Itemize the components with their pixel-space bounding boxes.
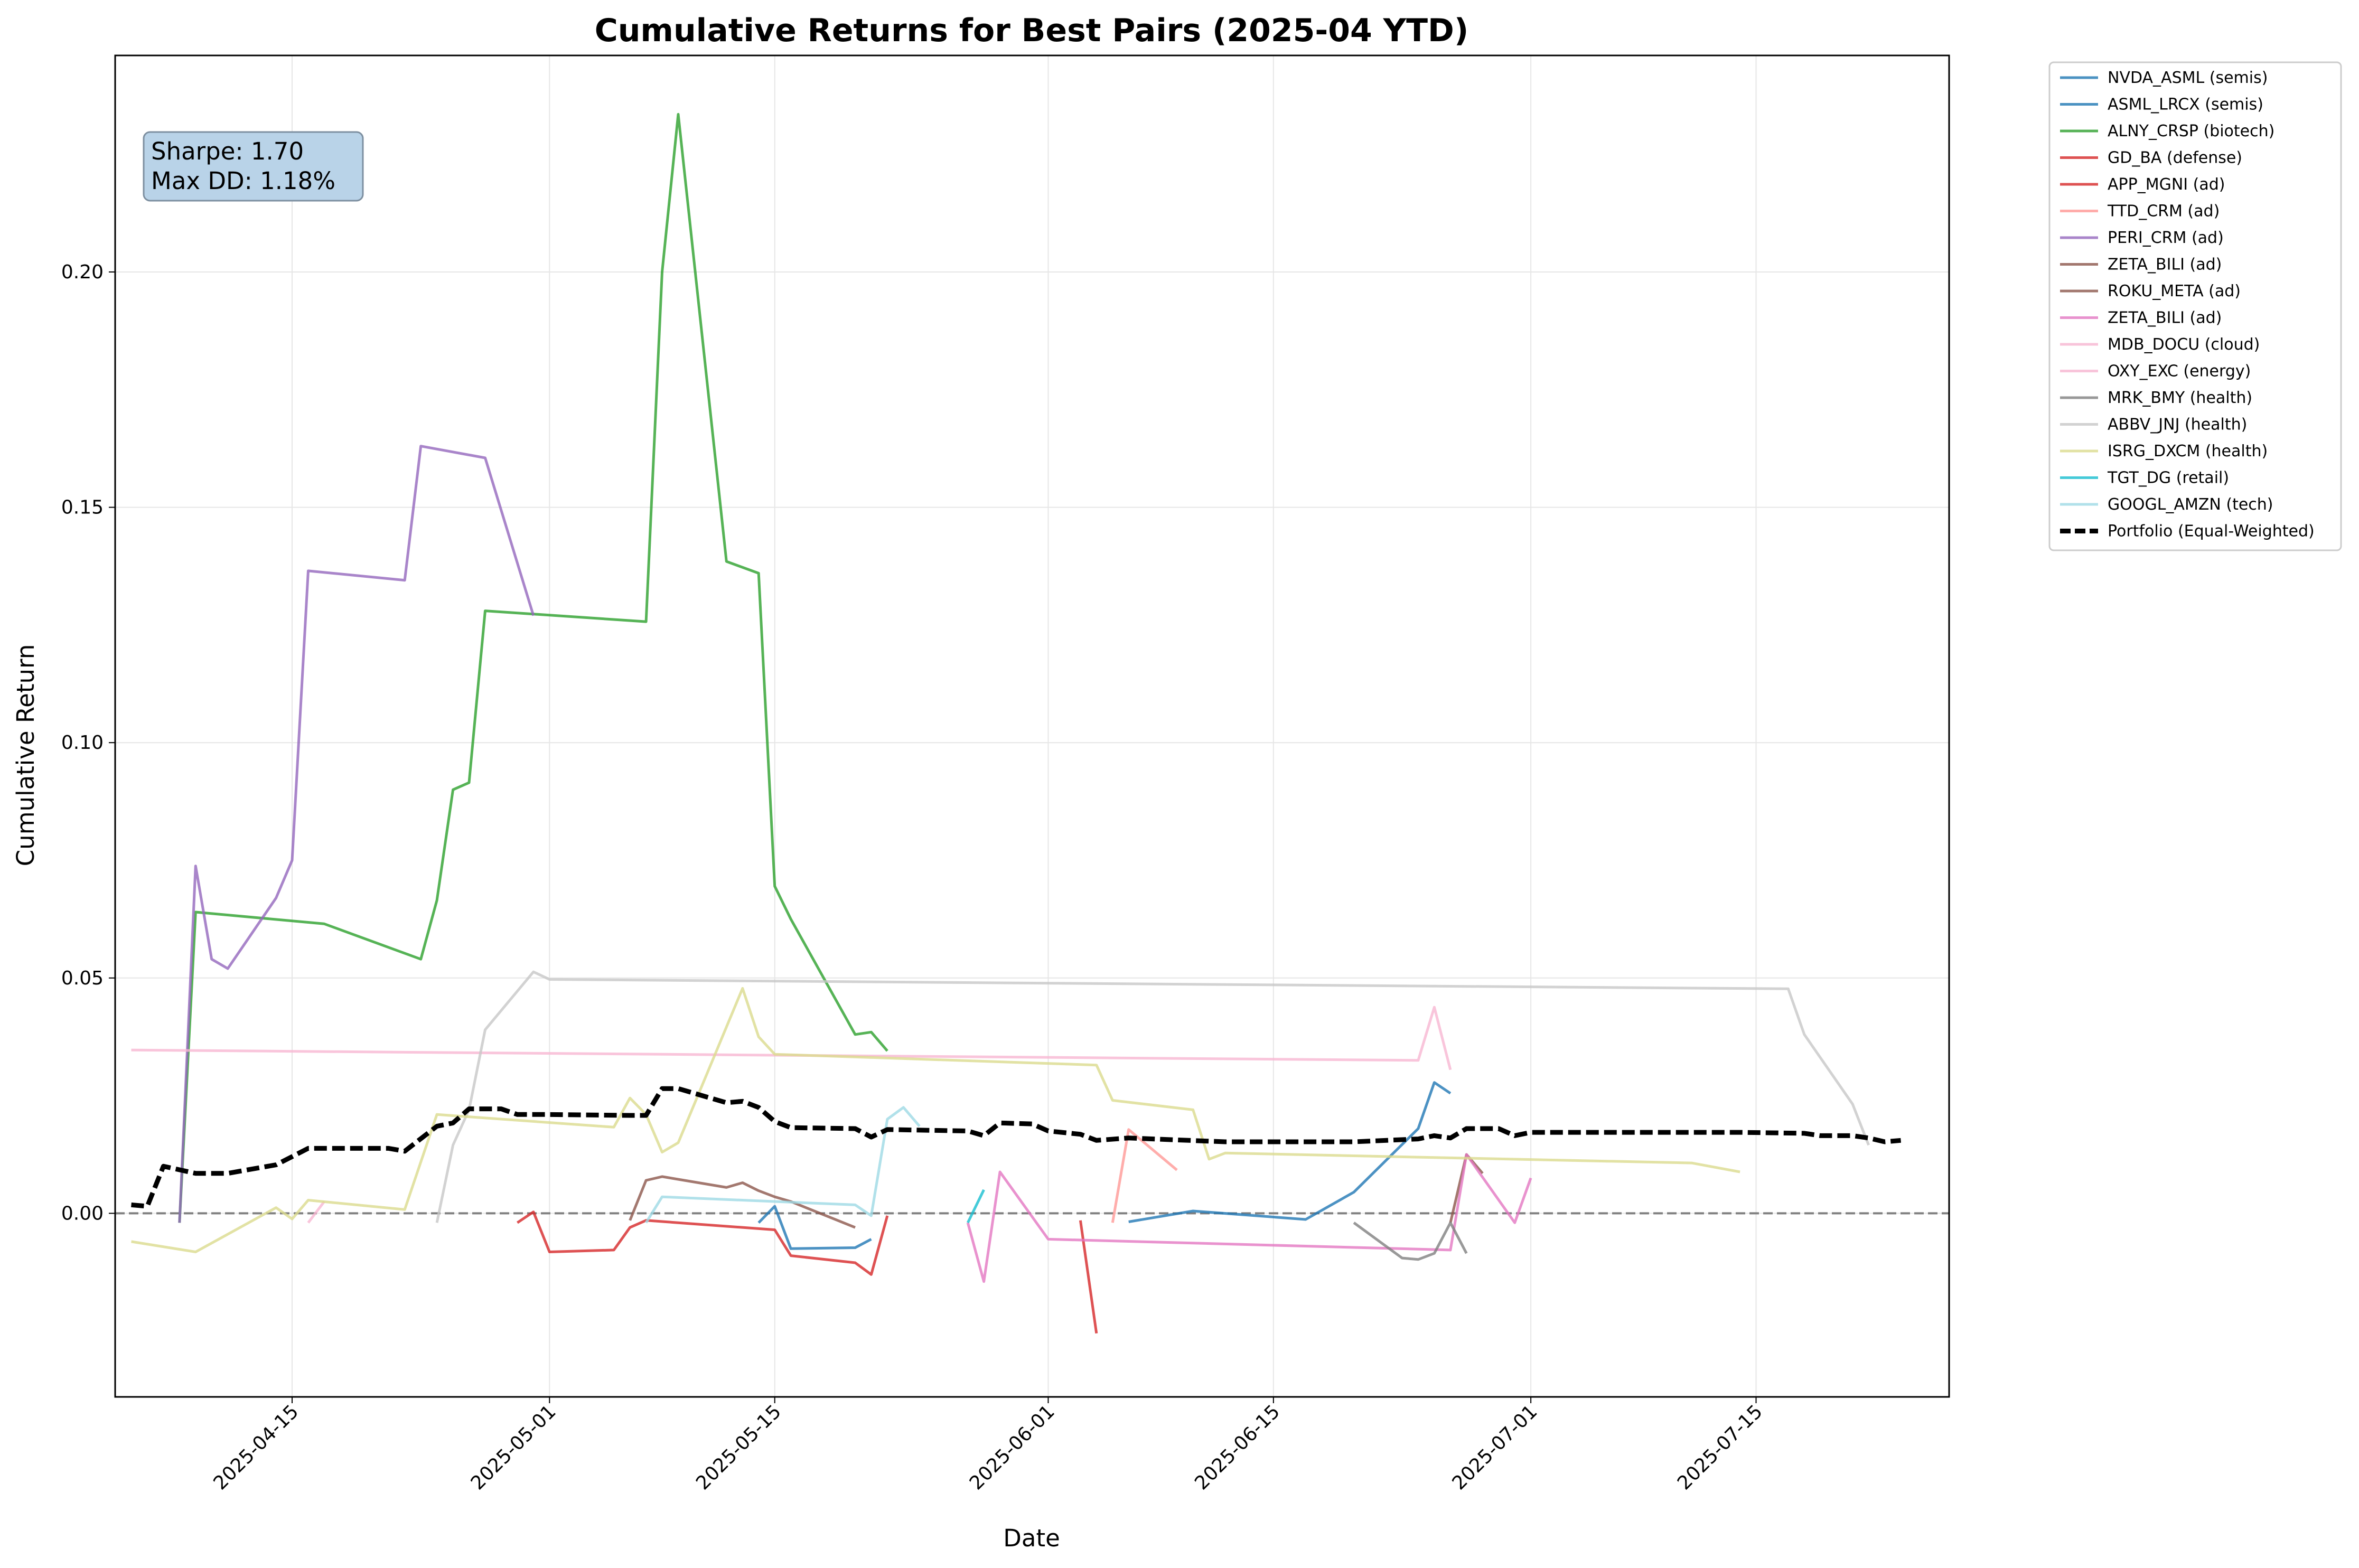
- y-tick-label: 0.15: [61, 497, 104, 519]
- series-line-14: [131, 987, 1740, 1253]
- y-tick-label: 0.00: [61, 1203, 104, 1224]
- legend-item: Portfolio (Equal-Weighted): [2060, 522, 2315, 541]
- series-line-1: [757, 1205, 872, 1250]
- x-axis-label: Date: [1003, 1524, 1060, 1552]
- series-line-15: [966, 1189, 985, 1224]
- legend-item: APP_MGNI (ad): [2060, 175, 2225, 194]
- legend-item: ASML_LRCX (semis): [2060, 96, 2263, 114]
- legend-label: ALNY_CRSP (biotech): [2108, 122, 2274, 140]
- series-line-11: [307, 1200, 325, 1224]
- legend-label: OXY_EXC (energy): [2108, 362, 2251, 381]
- series-line-16: [644, 1106, 921, 1224]
- legend-item: ZETA_BILI (ad): [2060, 256, 2222, 274]
- legend-item: ISRG_DXCM (health): [2060, 442, 2268, 461]
- plot-frame: [114, 54, 1950, 1398]
- legend-item: OXY_EXC (energy): [2060, 362, 2251, 381]
- y-tick-label: 0.05: [61, 968, 104, 989]
- stats-sharpe: Sharpe: 1.70: [151, 137, 304, 165]
- legend-label: Portfolio (Equal-Weighted): [2108, 522, 2315, 541]
- series-line-7: [629, 1175, 856, 1229]
- legend-item: PERI_CRM (ad): [2060, 229, 2224, 247]
- legend-label: GD_BA (defense): [2108, 149, 2242, 167]
- y-tick-label: 0.10: [61, 732, 104, 754]
- legend-item: TTD_CRM (ad): [2060, 202, 2220, 221]
- legend-item: ALNY_CRSP (biotech): [2060, 122, 2274, 140]
- legend-item: ABBV_JNJ (health): [2060, 416, 2247, 434]
- legend-items: NVDA_ASML (semis) ASML_LRCX (semis) ALNY_C…: [2060, 69, 2315, 541]
- legend-item: ZETA_BILI (ad): [2060, 309, 2222, 327]
- grid: [115, 55, 1949, 1397]
- legend: NVDA_ASML (semis) ASML_LRCX (semis) ALNY_C…: [2048, 61, 2342, 551]
- legend-item: GD_BA (defense): [2060, 149, 2242, 167]
- legend-label: MDB_DOCU (cloud): [2108, 335, 2260, 354]
- series-line-9: [966, 1153, 1532, 1283]
- y-axis-label: Cumulative Return: [12, 644, 40, 866]
- series-line-5: [1111, 1128, 1178, 1223]
- legend-label: TTD_CRM (ad): [2107, 202, 2220, 221]
- series-line-12: [1353, 1221, 1468, 1261]
- series-line-6: [178, 445, 535, 1223]
- legend-item: NVDA_ASML (semis): [2060, 69, 2268, 87]
- legend-label: ROKU_META (ad): [2108, 282, 2241, 301]
- legend-label: ZETA_BILI (ad): [2108, 256, 2222, 274]
- legend-label: PERI_CRM (ad): [2108, 229, 2224, 247]
- legend-item: TGT_DG (retail): [2060, 469, 2229, 487]
- stats-box-background: [143, 131, 364, 202]
- legend-item: MRK_BMY (health): [2060, 389, 2252, 407]
- series-line-2: [178, 112, 888, 1223]
- legend-label: MRK_BMY (health): [2108, 389, 2252, 407]
- series-line-13: [435, 970, 1870, 1223]
- legend-item: GOOGL_AMZN (tech): [2060, 495, 2273, 514]
- stats-box: Sharpe: 1.70 Max DD: 1.18%: [143, 131, 364, 202]
- legend-label: ABBV_JNJ (health): [2108, 416, 2247, 434]
- legend-label: APP_MGNI (ad): [2108, 175, 2225, 194]
- legend-label: ZETA_BILI (ad): [2108, 309, 2222, 327]
- legend-label: TGT_DG (retail): [2107, 469, 2229, 487]
- legend-item: ROKU_META (ad): [2060, 282, 2241, 301]
- y-tick-label: 0.20: [61, 261, 104, 283]
- chart-title: Cumulative Returns for Best Pairs (2025-…: [595, 12, 1469, 49]
- legend-item: MDB_DOCU (cloud): [2060, 335, 2260, 354]
- series-line-17: [131, 1086, 1901, 1209]
- legend-frame: [2048, 61, 2342, 551]
- series-line-0: [1128, 1081, 1452, 1223]
- series-layer: [131, 112, 1901, 1334]
- legend-label: NVDA_ASML (semis): [2108, 69, 2268, 87]
- stats-max-dd: Max DD: 1.18%: [151, 167, 335, 195]
- legend-label: ASML_LRCX (semis): [2108, 96, 2263, 114]
- legend-label: GOOGL_AMZN (tech): [2108, 495, 2273, 514]
- legend-label: ISRG_DXCM (health): [2108, 442, 2268, 461]
